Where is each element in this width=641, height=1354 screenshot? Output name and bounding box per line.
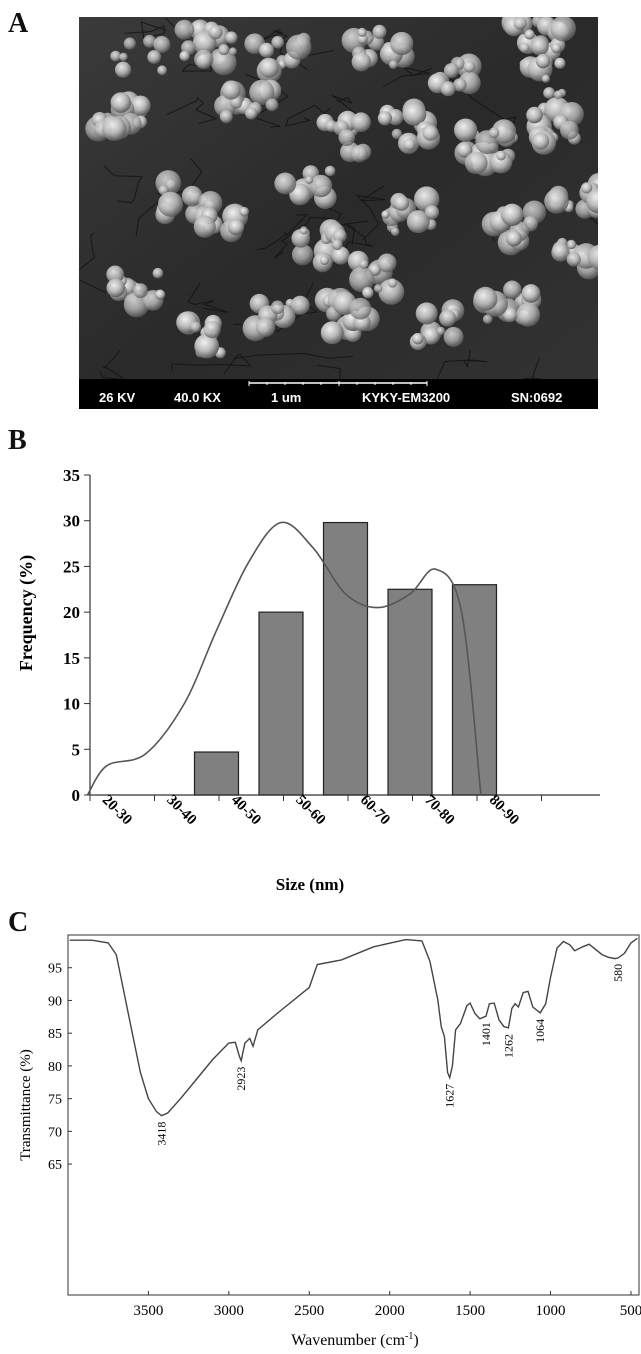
size-x-tick-label: 30-40 — [163, 792, 199, 828]
ftir-y-tick-label: 80 — [48, 1060, 62, 1075]
sem-serial: SN:0692 — [511, 390, 562, 405]
panel-label-a: A — [8, 8, 29, 39]
ftir-peak-label-1064: 1064 — [533, 1019, 547, 1043]
size-x-axis-label: Size (nm) — [276, 875, 344, 894]
ftir-x-tick-label: 3500 — [133, 1303, 163, 1319]
size-x-tick-label: 50-60 — [292, 792, 328, 828]
ftir-peak-label-2923: 2923 — [234, 1067, 248, 1091]
size-y-tick-label: 10 — [63, 695, 80, 714]
ftir-y-tick-label: 90 — [48, 994, 62, 1009]
ftir-y-tick-label: 85 — [48, 1027, 62, 1042]
sem-voltage: 26 KV — [99, 390, 135, 405]
size-bar-50-60 — [322, 521, 369, 796]
size-bar-30-40 — [193, 751, 240, 796]
size-y-tick-label: 30 — [63, 512, 80, 531]
size-bar-40-50 — [258, 611, 304, 796]
size-x-tick-label: 70-80 — [421, 792, 457, 828]
size-x-tick-label: 60-70 — [357, 792, 393, 828]
ftir-peak-label-580: 580 — [611, 964, 625, 982]
ftir-x-tick-label: 2500 — [294, 1303, 324, 1319]
sem-magnification: 40.0 KX — [174, 390, 221, 405]
size-y-tick-label: 15 — [63, 649, 80, 668]
ftir-spectrum-line — [69, 937, 638, 1117]
ftir-x-tick-label: 1500 — [455, 1303, 485, 1319]
size-x-tick-label: 20-30 — [99, 792, 135, 828]
size-bar-70-80 — [451, 584, 498, 796]
size-fit-curve — [86, 521, 482, 796]
ftir-y-axis-label: Transmittance (%) — [18, 1049, 34, 1161]
size-x-tick-label: 40-50 — [228, 792, 264, 828]
ftir-spectrum-chart: 65 70 75 80 85 90 95 3500 3000 2500 2000 1500 1000 50… — [18, 934, 641, 1349]
size-y-tick-label: 5 — [72, 740, 81, 759]
ftir-y-tick-label: 65 — [48, 1158, 62, 1173]
ftir-x-tick-label: 3000 — [214, 1303, 244, 1319]
ftir-peak-label-1401: 1401 — [479, 1022, 493, 1046]
size-y-tick-label: 25 — [63, 557, 80, 576]
ftir-y-tick-label: 75 — [48, 1093, 62, 1108]
size-bar-60-70 — [387, 588, 433, 796]
size-y-tick-label: 0 — [72, 786, 81, 805]
sem-micrograph: 26 KV 40.0 KX 1 um KYKY-EM3200 SN:0692 — [79, 17, 598, 409]
sem-instrument: KYKY-EM3200 — [362, 390, 450, 405]
ftir-peak-label-3418: 3418 — [155, 1122, 169, 1146]
ftir-x-axis-label: Wavenumber (cm-1) — [291, 1331, 418, 1349]
ftir-x-tick-label: 500 — [620, 1303, 641, 1319]
ftir-peak-label-1627: 1627 — [443, 1084, 457, 1108]
sem-scale: 1 um — [271, 390, 301, 405]
ftir-x-tick-label: 1000 — [536, 1303, 566, 1319]
ftir-plot-frame — [67, 934, 640, 1296]
ftir-y-tick-label: 70 — [48, 1125, 62, 1140]
ftir-y-tick-label: 95 — [48, 962, 62, 977]
size-distribution-chart: 0 5 10 15 20 25 30 35 20-30 30-40 40-50 50-60 60-70 7… — [16, 466, 600, 894]
size-x-tick-label: 80-90 — [486, 792, 522, 828]
ftir-x-tick-label: 2000 — [375, 1303, 405, 1319]
ftir-peak-label-1262: 1262 — [501, 1034, 515, 1058]
panel-label-b: B — [8, 425, 27, 456]
size-y-tick-label: 35 — [63, 466, 80, 485]
panel-label-c: C — [8, 907, 29, 938]
size-y-tick-label: 20 — [63, 603, 80, 622]
size-y-axis-label: Frequency (%) — [16, 555, 37, 671]
